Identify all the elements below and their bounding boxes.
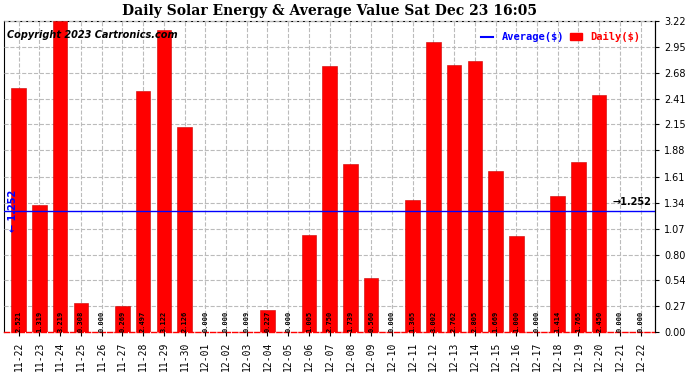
Bar xyxy=(551,195,565,332)
Bar xyxy=(74,303,88,332)
Bar xyxy=(468,61,482,332)
Text: 1.005: 1.005 xyxy=(306,311,312,332)
Text: 2.805: 2.805 xyxy=(472,311,477,332)
Bar xyxy=(426,42,441,332)
Text: 2.521: 2.521 xyxy=(16,311,21,332)
Text: 2.750: 2.750 xyxy=(326,311,333,332)
Bar xyxy=(322,66,337,332)
Bar xyxy=(509,236,524,332)
Bar xyxy=(260,310,275,332)
Text: 0.000: 0.000 xyxy=(223,311,229,332)
Text: 2.450: 2.450 xyxy=(596,311,602,332)
Bar xyxy=(405,200,420,332)
Text: 3.122: 3.122 xyxy=(161,311,167,332)
Title: Daily Solar Energy & Average Value Sat Dec 23 16:05: Daily Solar Energy & Average Value Sat D… xyxy=(122,4,538,18)
Text: 1.000: 1.000 xyxy=(513,311,520,332)
Text: 0.009: 0.009 xyxy=(244,311,250,332)
Legend: Average($), Daily($): Average($), Daily($) xyxy=(478,29,644,45)
Text: 0.269: 0.269 xyxy=(119,311,126,332)
Text: 0.000: 0.000 xyxy=(285,311,291,332)
Text: →1.252: →1.252 xyxy=(612,197,651,207)
Text: 0.000: 0.000 xyxy=(389,311,395,332)
Text: 2.126: 2.126 xyxy=(181,311,188,332)
Text: 3.002: 3.002 xyxy=(431,311,436,332)
Text: 2.497: 2.497 xyxy=(140,311,146,332)
Bar xyxy=(115,306,130,332)
Text: 2.762: 2.762 xyxy=(451,311,457,332)
Text: 3.219: 3.219 xyxy=(57,311,63,332)
Text: 1.739: 1.739 xyxy=(347,311,353,332)
Text: 0.000: 0.000 xyxy=(617,311,623,332)
Text: 0.000: 0.000 xyxy=(534,311,540,332)
Text: Copyright 2023 Cartronics.com: Copyright 2023 Cartronics.com xyxy=(8,30,178,40)
Bar xyxy=(32,205,47,332)
Bar xyxy=(489,171,503,332)
Bar xyxy=(157,30,171,332)
Text: 0.000: 0.000 xyxy=(99,311,105,332)
Text: 1.414: 1.414 xyxy=(555,311,561,332)
Text: ← 1.252: ← 1.252 xyxy=(8,190,19,232)
Bar xyxy=(343,164,357,332)
Bar xyxy=(177,127,192,332)
Text: 0.227: 0.227 xyxy=(264,311,270,332)
Bar xyxy=(364,278,378,332)
Text: 1.319: 1.319 xyxy=(37,311,42,332)
Bar xyxy=(136,91,150,332)
Text: 0.560: 0.560 xyxy=(368,311,374,332)
Text: 0.000: 0.000 xyxy=(638,311,644,332)
Bar xyxy=(53,21,68,332)
Text: 1.669: 1.669 xyxy=(493,311,499,332)
Text: 1.765: 1.765 xyxy=(575,311,582,332)
Bar xyxy=(571,162,586,332)
Text: 0.308: 0.308 xyxy=(78,311,84,332)
Bar xyxy=(447,65,462,332)
Bar xyxy=(12,88,26,332)
Text: 1.365: 1.365 xyxy=(410,311,415,332)
Bar xyxy=(592,95,607,332)
Text: 0.000: 0.000 xyxy=(202,311,208,332)
Bar xyxy=(302,235,316,332)
